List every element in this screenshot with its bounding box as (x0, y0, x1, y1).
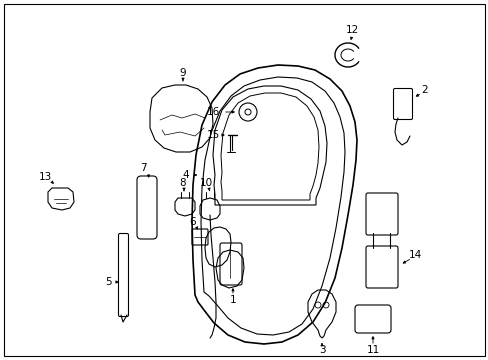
Text: 16: 16 (206, 107, 219, 117)
Text: 10: 10 (199, 178, 212, 188)
Text: 12: 12 (345, 25, 358, 35)
Text: 14: 14 (407, 250, 421, 260)
Text: 7: 7 (140, 163, 146, 173)
Text: 3: 3 (318, 345, 325, 355)
Text: 2: 2 (421, 85, 427, 95)
Text: 4: 4 (183, 170, 189, 180)
Text: 6: 6 (189, 217, 196, 227)
Text: 1: 1 (229, 295, 236, 305)
Text: 11: 11 (366, 345, 379, 355)
Text: 15: 15 (206, 130, 219, 140)
Text: 13: 13 (38, 172, 52, 182)
Text: 9: 9 (179, 68, 186, 78)
Text: 5: 5 (104, 277, 111, 287)
Text: 8: 8 (179, 178, 186, 188)
